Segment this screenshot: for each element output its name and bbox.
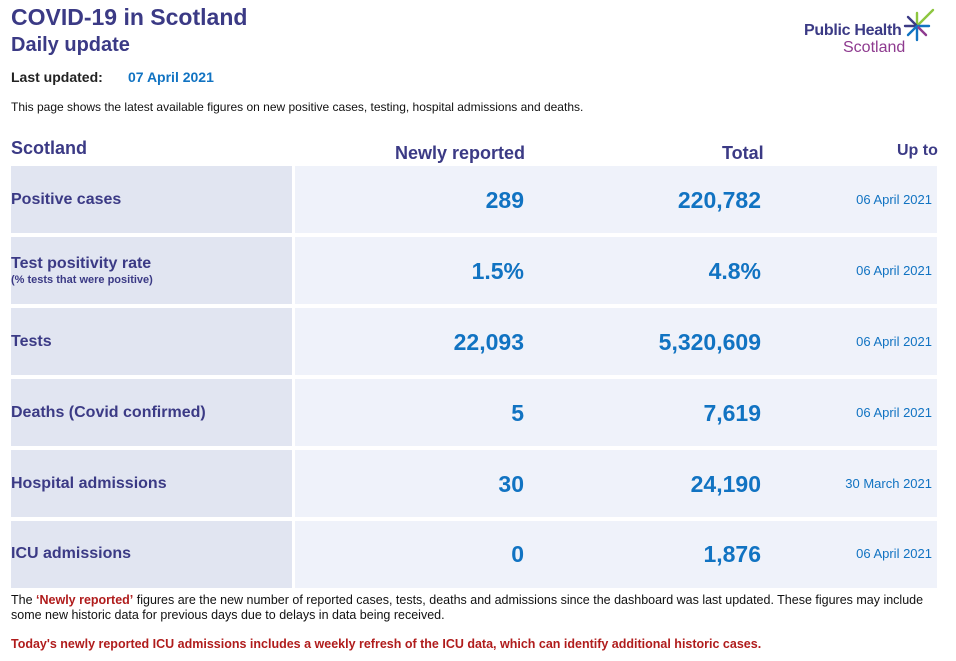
logo-line-1: Public Health [804,22,902,39]
table-row: ICU admissions 0 1,876 06 April 2021 [11,521,937,588]
last-updated-date: 07 April 2021 [128,69,214,85]
page-title: COVID-19 in Scotland [11,4,248,30]
row-value-cell [295,237,937,304]
row-name: Hospital admissions [11,475,167,492]
total-value: 1,876 [703,541,761,567]
footnote: The ‘Newly reported’ figures are the new… [11,593,941,623]
up-to-date: 06 April 2021 [856,192,932,207]
newly-reported-value: 0 [511,541,524,567]
row-name: Positive cases [11,191,122,208]
row-label-cell [11,308,292,375]
public-health-scotland-logo: Public Health Scotland [803,8,943,60]
up-to-date: 30 March 2021 [845,476,932,491]
logo-line-2: Scotland [843,39,906,56]
row-name: Tests [11,333,52,350]
icu-alert-note: Today's newly reported ICU admissions in… [11,637,762,651]
row-value-cell [295,166,937,233]
row-name: Deaths (Covid confirmed) [11,404,206,421]
total-value: 7,619 [703,400,761,426]
newly-reported-value: 289 [485,187,524,213]
total-value: 24,190 [690,471,761,497]
up-to-date: 06 April 2021 [856,405,932,420]
footnote-text: figures are the new number of reported c… [11,593,924,622]
table-row: Test positivity rate (% tests that were … [11,237,937,304]
footnote-prefix: The [11,593,37,607]
row-value-cell [295,521,937,588]
row-value-cell [295,308,937,375]
column-header-newly-reported: Newly reported [395,143,526,163]
row-name: ICU admissions [11,545,132,562]
newly-reported-value: 1.5% [471,258,524,284]
last-updated-label: Last updated: [11,69,103,85]
up-to-date: 06 April 2021 [856,546,932,561]
column-header-total: Total [722,143,764,163]
table-row: Tests 22,093 5,320,609 06 April 2021 [11,308,937,375]
row-value-cell [295,379,937,446]
row-label-cell [11,450,292,517]
row-value-cell [295,450,937,517]
column-header-region: Scotland [11,138,88,158]
page-subtitle: Daily update [11,34,130,56]
table-row: Positive cases 289 220,782 06 April 2021 [11,166,937,233]
total-value: 4.8% [708,258,761,284]
up-to-date: 06 April 2021 [856,263,932,278]
up-to-date: 06 April 2021 [856,334,932,349]
newly-reported-value: 22,093 [453,329,524,355]
total-value: 5,320,609 [658,329,761,355]
row-label-cell [11,379,292,446]
newly-reported-value: 30 [498,471,524,497]
row-name: Test positivity rate [11,255,152,272]
row-label-cell [11,166,292,233]
newly-reported-value: 5 [511,400,524,426]
footnote-highlight: ‘Newly reported’ [36,593,134,607]
table-row: Hospital admissions 30 24,190 30 March 2… [11,450,937,517]
table-row: Deaths (Covid confirmed) 5 7,619 06 Apri… [11,379,937,446]
row-label-cell [11,237,292,304]
row-subtitle: (% tests that were positive) [11,274,153,286]
column-header-up-to: Up to [897,142,938,159]
intro-text: This page shows the latest available fig… [11,100,584,114]
total-value: 220,782 [677,187,761,213]
star-burst-icon [903,8,935,42]
row-label-cell [11,521,292,588]
